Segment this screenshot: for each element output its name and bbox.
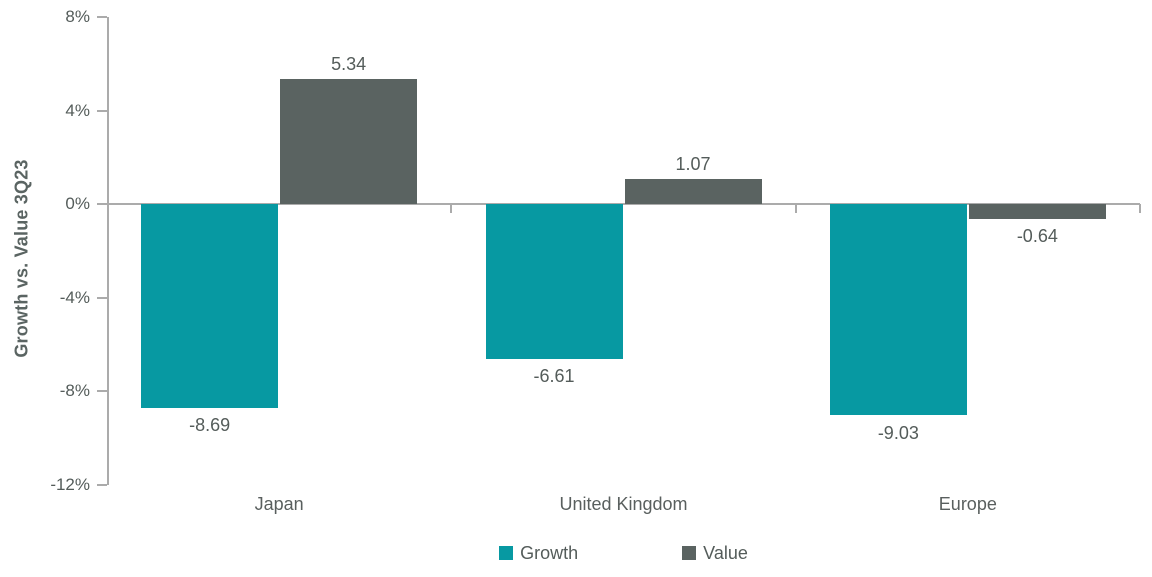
legend: Growth Value [107, 543, 1140, 563]
y-axis-line [107, 17, 109, 485]
y-tick-mark [97, 203, 107, 206]
category-tick-mark [794, 204, 797, 214]
value-bar [624, 179, 762, 205]
zero-line [107, 203, 1140, 206]
category-tick-mark [1139, 204, 1141, 214]
y-axis-title: Growth vs. Value 3Q23 [11, 159, 32, 358]
y-tick-mark [97, 296, 107, 299]
y-tick-label: 8% [65, 7, 90, 26]
y-tick-mark [97, 390, 107, 393]
legend-label-growth: Growth [520, 543, 579, 563]
y-tick-label: 4% [65, 100, 90, 120]
bar-value-label: 5.34 [331, 54, 367, 75]
y-tick-label: -8% [59, 381, 90, 401]
y-tick-mark [97, 109, 107, 112]
growth-swatch-icon [499, 546, 514, 560]
bar-value-label: -8.69 [189, 414, 231, 435]
legend-item-value: Value [682, 543, 748, 563]
x-category-label: Europe [938, 494, 997, 514]
bar-value-label: -6.61 [533, 365, 575, 386]
bar-value-label: 1.07 [675, 154, 711, 175]
y-tick-mark [97, 16, 107, 18]
y-tick-label: -4% [59, 287, 90, 307]
x-category-label: United Kingdom [559, 494, 688, 514]
value-bar [968, 204, 1106, 220]
growth-bar [141, 204, 279, 408]
growth-bar [829, 204, 967, 416]
bar-value-label: -9.03 [877, 422, 919, 443]
value-swatch-icon [682, 546, 697, 560]
bar-value-label: -0.64 [1016, 226, 1058, 247]
value-bar [280, 79, 418, 205]
y-tick-mark [97, 484, 107, 486]
y-tick-label: -12% [50, 475, 90, 494]
growth-bar [485, 204, 623, 359]
y-tick-label: 0% [65, 194, 90, 214]
category-tick-mark [450, 204, 453, 214]
legend-item-growth: Growth [499, 543, 578, 563]
legend-label-value: Value [703, 543, 748, 563]
x-category-label: Japan [254, 494, 304, 514]
